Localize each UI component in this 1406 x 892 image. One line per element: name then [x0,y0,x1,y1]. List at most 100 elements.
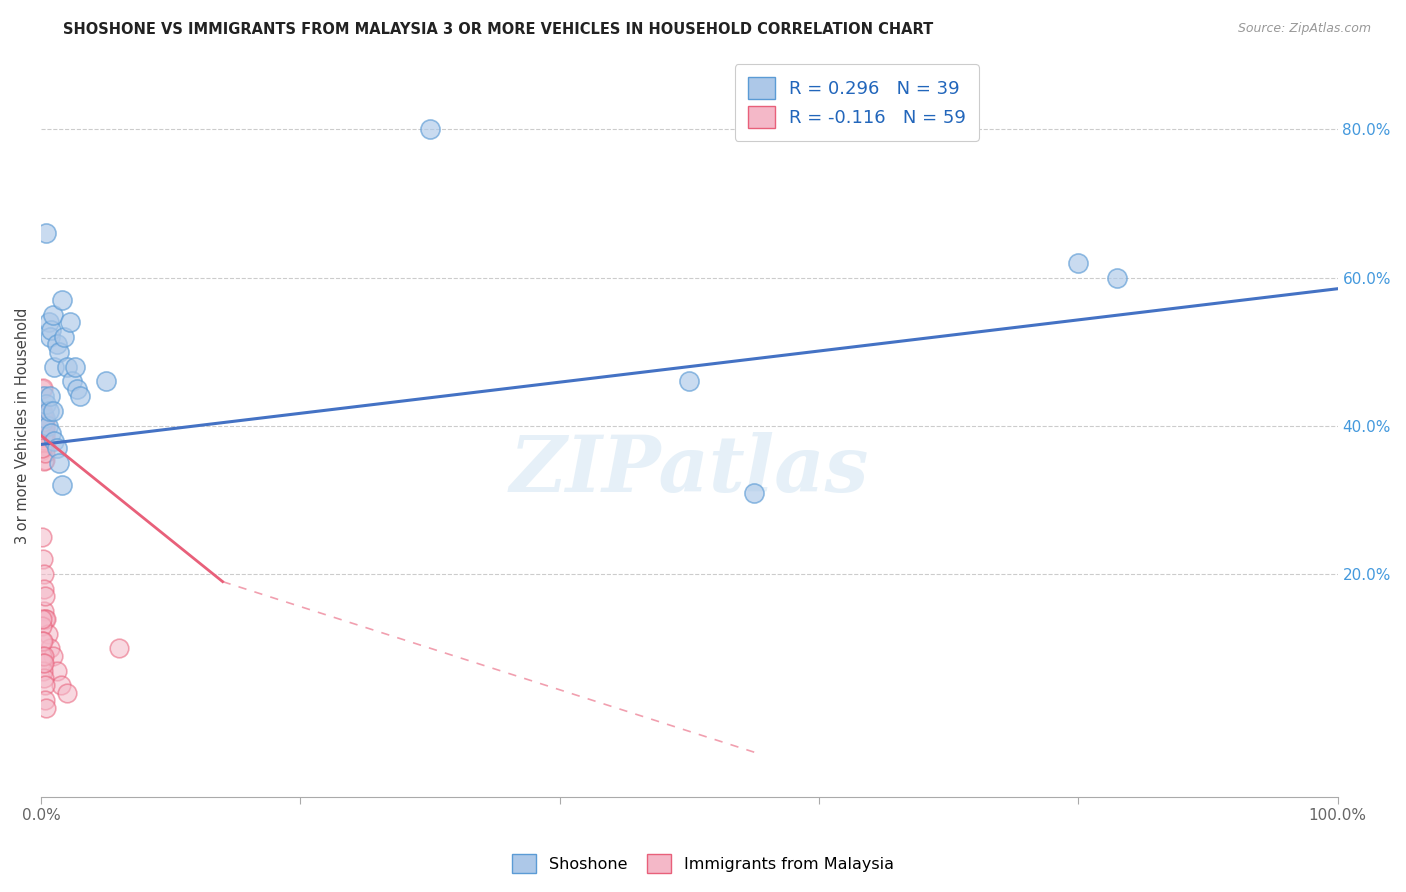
Text: SHOSHONE VS IMMIGRANTS FROM MALAYSIA 3 OR MORE VEHICLES IN HOUSEHOLD CORRELATION: SHOSHONE VS IMMIGRANTS FROM MALAYSIA 3 O… [63,22,934,37]
Point [30,443,52,458]
Point [34,436,56,450]
Point [34,414,56,428]
Point [32,433,55,447]
Point [35,397,58,411]
Point [35,226,58,240]
Point [32,405,55,419]
Point [42,434,65,448]
Point [31,441,53,455]
Point [35,439,58,453]
Point [31,431,53,445]
Point [56,686,79,700]
Point [41,322,63,336]
Point [1107,270,1129,285]
Point [31,382,53,396]
Legend: R = 0.296   N = 39, R = -0.116   N = 59: R = 0.296 N = 39, R = -0.116 N = 59 [735,64,979,141]
Point [34,428,56,442]
Point [32,442,55,456]
Point [34,590,56,604]
Point [32,409,55,424]
Point [69,389,91,403]
Legend: Shoshone, Immigrants from Malaysia: Shoshone, Immigrants from Malaysia [506,847,900,880]
Point [31,433,53,447]
Point [41,426,63,441]
Point [32,454,55,468]
Point [42,359,65,374]
Point [34,612,56,626]
Point [31,433,53,447]
Point [31,417,53,432]
Point [34,421,56,435]
Point [60,375,83,389]
Point [63,359,86,374]
Point [32,420,55,434]
Point [31,656,53,670]
Point [35,612,58,626]
Point [39,389,62,403]
Point [31,530,53,544]
Point [31,648,53,663]
Point [45,337,67,351]
Point [39,330,62,344]
Point [32,552,55,566]
Point [38,404,60,418]
Point [678,375,700,389]
Point [66,382,89,396]
Point [742,485,765,500]
Text: ZIPatlas: ZIPatlas [510,432,869,508]
Point [37,626,59,640]
Point [39,641,62,656]
Text: Source: ZipAtlas.com: Source: ZipAtlas.com [1237,22,1371,36]
Point [51,293,73,307]
Point [37,418,59,433]
Point [45,441,67,455]
Point [32,567,55,582]
Point [32,671,55,685]
Point [34,427,56,442]
Point [34,452,56,467]
Point [34,413,56,427]
Point [32,389,55,403]
Point [32,582,55,596]
Point [1067,256,1090,270]
Point [34,678,56,692]
Point [42,404,65,418]
Point [34,693,56,707]
Point [31,612,53,626]
Point [32,648,55,663]
Point [31,415,53,429]
Point [31,619,53,633]
Point [45,664,67,678]
Point [31,408,53,422]
Point [31,430,53,444]
Point [31,634,53,648]
Point [53,330,76,344]
Point [32,407,55,421]
Point [32,381,55,395]
Point [48,344,70,359]
Point [32,423,55,437]
Point [42,648,65,663]
Point [59,315,82,329]
Point [32,435,55,450]
Point [108,641,131,656]
Point [32,634,55,648]
Point [32,416,55,430]
Point [48,456,70,470]
Point [31,420,53,434]
Point [31,429,53,443]
Point [32,430,55,444]
Point [32,664,55,678]
Point [34,656,56,670]
Point [32,426,55,441]
Point [38,315,60,329]
Point [32,410,55,425]
Point [35,700,58,714]
Point [34,411,56,425]
Point [42,308,65,322]
Point [32,428,55,442]
Point [34,420,56,434]
Point [31,436,53,450]
Y-axis label: 3 or more Vehicles in Household: 3 or more Vehicles in Household [15,308,30,544]
Point [56,359,79,374]
